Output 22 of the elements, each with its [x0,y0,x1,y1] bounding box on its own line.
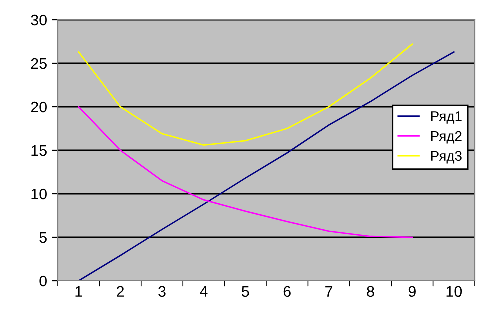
x-tick-label: 8 [367,286,374,298]
y-tick-label: 15 [32,146,47,156]
x-tick-label: 6 [284,286,291,298]
line-series [78,106,414,238]
legend-label: Ряд1 [431,112,462,124]
y-tick-label: 10 [32,188,47,200]
x-tick-label: 7 [326,286,333,297]
y-tick-label: 25 [31,58,47,70]
line-series [78,44,414,146]
y-tick-label: 20 [31,102,47,113]
x-tick-label: 2 [117,286,124,297]
legend-label: Ряд3 [431,151,462,164]
y-tick-label: 30 [31,14,47,26]
x-tick-label: 5 [242,286,250,298]
x-tick-label: 4 [200,286,208,297]
legend-label: Ряд2 [431,131,462,144]
y-tick-label: 5 [40,232,47,244]
x-tick-label: 1 [76,286,82,297]
y-tick-label: 0 [40,276,47,287]
x-tick-label: 9 [408,286,416,298]
x-tick-label: 10 [446,286,462,298]
x-tick-label: 3 [158,286,166,298]
